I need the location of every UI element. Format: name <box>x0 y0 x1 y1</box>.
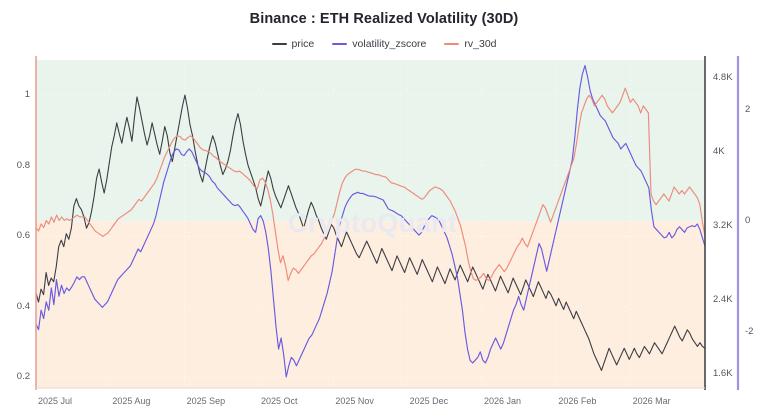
tick-label-price: 4.8K <box>713 72 733 84</box>
legend-swatch-icon <box>444 43 460 45</box>
tick-label-price: 2.4K <box>713 294 733 306</box>
chart-legend: price volatility_zscore rv_30d <box>0 38 768 50</box>
chart-title: Binance : ETH Realized Volatility (30D) <box>249 11 519 27</box>
tick-label-x-axis: 2026 Mar <box>632 396 671 406</box>
tick-label-x-axis: 2025 Nov <box>335 396 374 406</box>
series-line-rv-30d <box>35 87 706 282</box>
tick-label-price: 1.6K <box>713 368 733 380</box>
series-line-volatility-zscore <box>35 64 706 378</box>
legend-swatch-icon <box>271 43 287 45</box>
legend-item-label: rv_30d <box>464 38 497 50</box>
tick-label-rv30d: 0.2 <box>16 371 30 383</box>
series-line-price <box>35 94 706 371</box>
tick-label-zscore: -2 <box>745 326 754 338</box>
tick-label-price: 3.2K <box>713 220 733 232</box>
tick-label-x-axis: 2025 Sep <box>186 396 226 406</box>
negative-zscore-band <box>36 221 705 388</box>
tick-label-x-axis: 2025 Aug <box>112 396 151 406</box>
tick-label-price: 4K <box>713 146 725 158</box>
legend-item-label: price <box>291 38 315 50</box>
tick-label-x-axis: 2026 Feb <box>558 396 597 406</box>
legend-item-volatility-zscore[interactable]: volatility_zscore <box>332 38 426 50</box>
tick-label-zscore: 2 <box>745 104 751 116</box>
tick-label-x-axis: 2025 Dec <box>409 396 449 406</box>
legend-item-price[interactable]: price <box>271 38 315 50</box>
tick-label-rv30d: 0.8 <box>16 159 30 171</box>
tick-label-x-axis: 2025 Oct <box>261 396 298 406</box>
legend-item-label: volatility_zscore <box>352 38 427 50</box>
tick-label-rv30d: 0.4 <box>16 300 30 312</box>
positive-zscore-band <box>36 60 705 222</box>
tick-label-rv30d: 1 <box>24 89 30 101</box>
tick-label-x-axis: 2026 Jan <box>484 396 522 406</box>
tick-label-x-axis: 2025 Jul <box>38 396 73 406</box>
legend-swatch-icon <box>332 43 348 45</box>
tick-label-zscore: 0 <box>745 215 751 227</box>
tick-label-rv30d: 0.6 <box>16 230 30 242</box>
legend-item-rv-30d[interactable]: rv_30d <box>444 38 497 50</box>
